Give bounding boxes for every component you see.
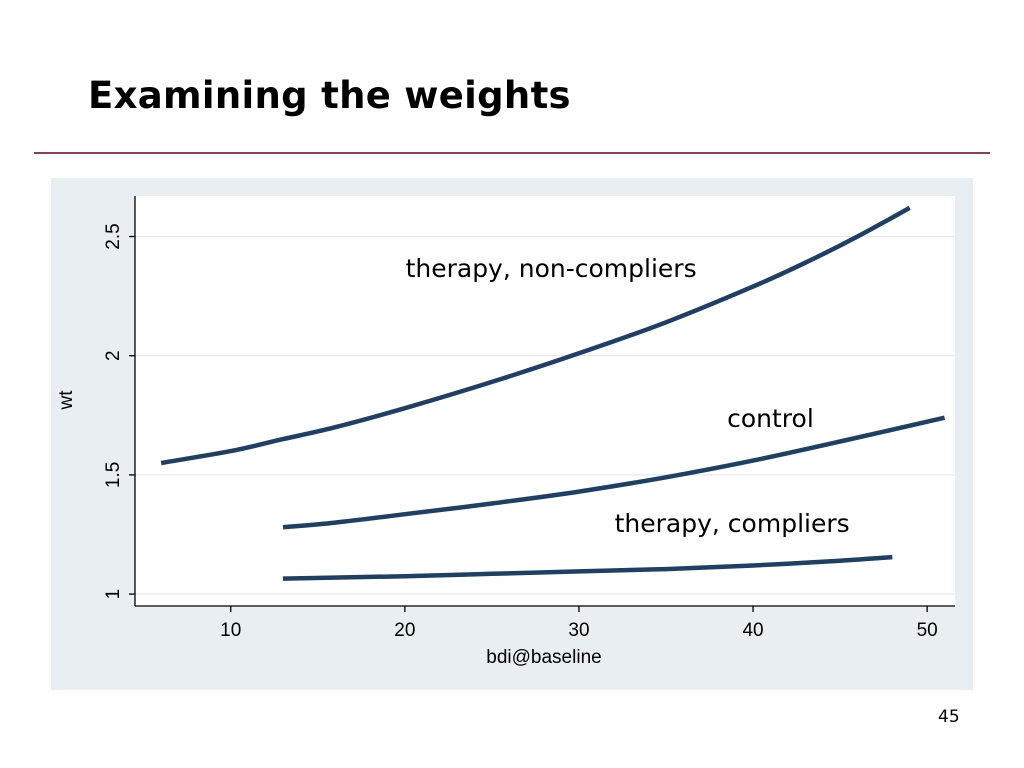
y-tick-label-2: 2 — [103, 350, 124, 361]
series-line-therapy-compliers — [282, 554, 893, 581]
page-number: 45 — [938, 707, 960, 727]
plot-area — [135, 196, 955, 606]
weights-line-chart: 1 1.5 2 2.5 10 20 30 40 50 therapy, non-complier… — [56, 196, 955, 668]
y-tick-label-3: 2.5 — [103, 223, 124, 249]
slide-title: Examining the weights — [88, 74, 571, 117]
annotation-therapy-compliers: therapy, compliers — [615, 509, 850, 538]
annotation-control: control — [727, 404, 814, 433]
annotation-therapy-non-compliers: therapy, non-compliers — [406, 254, 697, 283]
x-tick-label-0: 10 — [220, 620, 241, 641]
y-tick-label-0: 1 — [103, 589, 124, 600]
title-divider — [34, 152, 990, 154]
series-line-therapy-non-compliers — [160, 205, 911, 466]
axes: 1 1.5 2 2.5 10 20 30 40 50 — [103, 196, 955, 641]
y-axis-title: wt — [56, 390, 77, 411]
x-tick-label-1: 20 — [394, 620, 415, 641]
x-tick-label-3: 40 — [742, 620, 763, 641]
annotations: therapy, non-compliers control therapy, co… — [406, 254, 850, 538]
series-line-control — [282, 415, 946, 530]
x-tick-label-4: 50 — [917, 620, 938, 641]
grid-lines — [135, 235, 955, 595]
y-tick-label-1: 1.5 — [103, 462, 124, 488]
series-lines — [160, 205, 946, 581]
x-tick-label-2: 30 — [568, 620, 589, 641]
x-axis-title: bdi@baseline — [486, 647, 601, 668]
